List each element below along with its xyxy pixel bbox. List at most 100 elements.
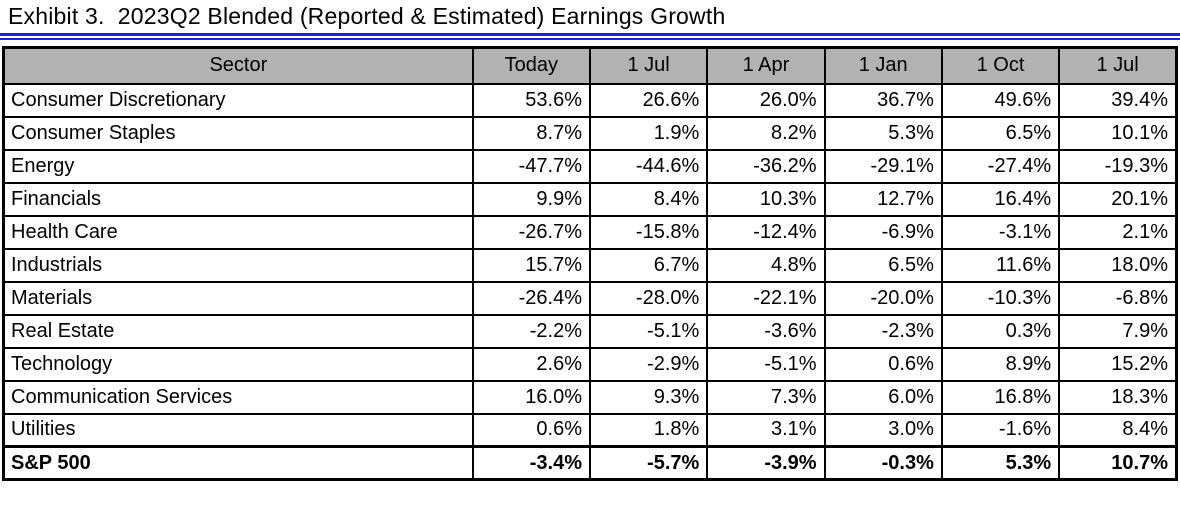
sector-name-cell: Energy	[2, 148, 474, 184]
title-rule	[0, 33, 1180, 40]
value-cell: 53.6%	[471, 82, 591, 118]
value-cell: 8.4%	[1058, 412, 1178, 448]
value-cell: 16.4%	[940, 181, 1061, 217]
value-cell: 7.3%	[706, 379, 826, 415]
earnings-growth-table: Sector Today 1 Jul 1 Apr 1 Jan 1 Oct 1 J…	[2, 46, 1178, 481]
table-row: S&P 500 -3.4% -5.7% -3.9% -0.3% 5.3% 10.7%	[2, 445, 1178, 481]
value-cell: 8.4%	[588, 181, 709, 217]
exhibit-title: Exhibit 3. 2023Q2 Blended (Reported & Es…	[8, 3, 726, 29]
value-cell: 7.9%	[1058, 313, 1178, 349]
value-cell: -19.3%	[1058, 148, 1178, 184]
value-cell: -10.3%	[940, 280, 1061, 316]
value-cell: 49.6%	[940, 82, 1061, 118]
value-cell: 10.1%	[1058, 115, 1178, 151]
table-row: Utilities 0.6% 1.8% 3.1% 3.0% -1.6% 8.4%	[2, 412, 1178, 448]
value-cell: 1.8%	[588, 412, 709, 448]
value-cell: 0.6%	[823, 346, 943, 382]
sector-name-cell: Materials	[2, 280, 474, 316]
sector-name-cell: Financials	[2, 181, 474, 217]
value-cell: 12.7%	[823, 181, 943, 217]
column-header-1jan: 1 Jan	[823, 46, 943, 85]
value-cell: 5.3%	[940, 445, 1061, 481]
table-row: Consumer Staples 8.7% 1.9% 8.2% 5.3% 6.5% 10.1…	[2, 115, 1178, 151]
value-cell: 26.0%	[706, 82, 826, 118]
value-cell: 18.0%	[1058, 247, 1178, 283]
table-row: Real Estate -2.2% -5.1% -3.6% -2.3% 0.3% 7.9%	[2, 313, 1178, 349]
value-cell: 8.9%	[940, 346, 1061, 382]
value-cell: -2.3%	[823, 313, 943, 349]
value-cell: -12.4%	[706, 214, 826, 250]
value-cell: -29.1%	[823, 148, 943, 184]
value-cell: -5.7%	[588, 445, 709, 481]
value-cell: 36.7%	[823, 82, 943, 118]
value-cell: 16.8%	[940, 379, 1061, 415]
value-cell: -47.7%	[471, 148, 591, 184]
table-row: Financials 9.9% 8.4% 10.3% 12.7% 16.4% 20.1%	[2, 181, 1178, 217]
value-cell: 9.9%	[471, 181, 591, 217]
value-cell: 2.1%	[1058, 214, 1178, 250]
value-cell: 6.5%	[823, 247, 943, 283]
column-header-sector: Sector	[2, 46, 474, 85]
value-cell: 0.6%	[471, 412, 591, 448]
value-cell: -0.3%	[823, 445, 943, 481]
table-row: Industrials 15.7% 6.7% 4.8% 6.5% 11.6% 18.0%	[2, 247, 1178, 283]
value-cell: -5.1%	[706, 346, 826, 382]
sector-name-cell: Utilities	[2, 412, 474, 448]
earnings-table-body: Consumer Discretionary 53.6% 26.6% 26.0% 36.…	[2, 82, 1178, 481]
value-cell: 15.7%	[471, 247, 591, 283]
value-cell: -22.1%	[706, 280, 826, 316]
column-header-1oct: 1 Oct	[940, 46, 1061, 85]
value-cell: 26.6%	[588, 82, 709, 118]
value-cell: -44.6%	[588, 148, 709, 184]
sector-name-cell: S&P 500	[2, 445, 474, 481]
value-cell: -36.2%	[706, 148, 826, 184]
column-header-1jul: 1 Jul	[588, 46, 709, 85]
value-cell: 20.1%	[1058, 181, 1178, 217]
column-header-today: Today	[471, 46, 591, 85]
sector-name-cell: Consumer Staples	[2, 115, 474, 151]
sector-name-cell: Consumer Discretionary	[2, 82, 474, 118]
value-cell: 18.3%	[1058, 379, 1178, 415]
table-row: Health Care -26.7% -15.8% -12.4% -6.9% -3.1% 2…	[2, 214, 1178, 250]
header-row: Sector Today 1 Jul 1 Apr 1 Jan 1 Oct 1 J…	[2, 46, 1178, 85]
title-rule-gap	[0, 36, 1180, 38]
sector-name-cell: Real Estate	[2, 313, 474, 349]
sector-name-cell: Communication Services	[2, 379, 474, 415]
column-header-1jul-prior: 1 Jul	[1058, 46, 1178, 85]
value-cell: -3.4%	[471, 445, 591, 481]
value-cell: 16.0%	[471, 379, 591, 415]
value-cell: 4.8%	[706, 247, 826, 283]
value-cell: 6.5%	[940, 115, 1061, 151]
value-cell: 1.9%	[588, 115, 709, 151]
value-cell: 2.6%	[471, 346, 591, 382]
value-cell: 10.7%	[1058, 445, 1178, 481]
value-cell: 11.6%	[940, 247, 1061, 283]
value-cell: -26.4%	[471, 280, 591, 316]
title-rule-thin-line	[0, 38, 1180, 40]
value-cell: -2.9%	[588, 346, 709, 382]
value-cell: -3.9%	[706, 445, 826, 481]
value-cell: 8.7%	[471, 115, 591, 151]
column-header-1apr: 1 Apr	[706, 46, 826, 85]
value-cell: -2.2%	[471, 313, 591, 349]
value-cell: -6.8%	[1058, 280, 1178, 316]
value-cell: 39.4%	[1058, 82, 1178, 118]
table-row: Consumer Discretionary 53.6% 26.6% 26.0% 36.…	[2, 82, 1178, 118]
value-cell: -3.6%	[706, 313, 826, 349]
value-cell: 6.7%	[588, 247, 709, 283]
sector-name-cell: Industrials	[2, 247, 474, 283]
value-cell: -1.6%	[940, 412, 1061, 448]
value-cell: 9.3%	[588, 379, 709, 415]
value-cell: 3.1%	[706, 412, 826, 448]
value-cell: 5.3%	[823, 115, 943, 151]
value-cell: 0.3%	[940, 313, 1061, 349]
table-row: Technology 2.6% -2.9% -5.1% 0.6% 8.9% 15.2%	[2, 346, 1178, 382]
sector-name-cell: Technology	[2, 346, 474, 382]
table-row: Energy -47.7% -44.6% -36.2% -29.1% -27.4% -19.…	[2, 148, 1178, 184]
value-cell: -5.1%	[588, 313, 709, 349]
title-rule-thick-line	[0, 33, 1180, 36]
value-cell: 6.0%	[823, 379, 943, 415]
table-row: Materials -26.4% -28.0% -22.1% -20.0% -10.3% -…	[2, 280, 1178, 316]
value-cell: -15.8%	[588, 214, 709, 250]
value-cell: -26.7%	[471, 214, 591, 250]
